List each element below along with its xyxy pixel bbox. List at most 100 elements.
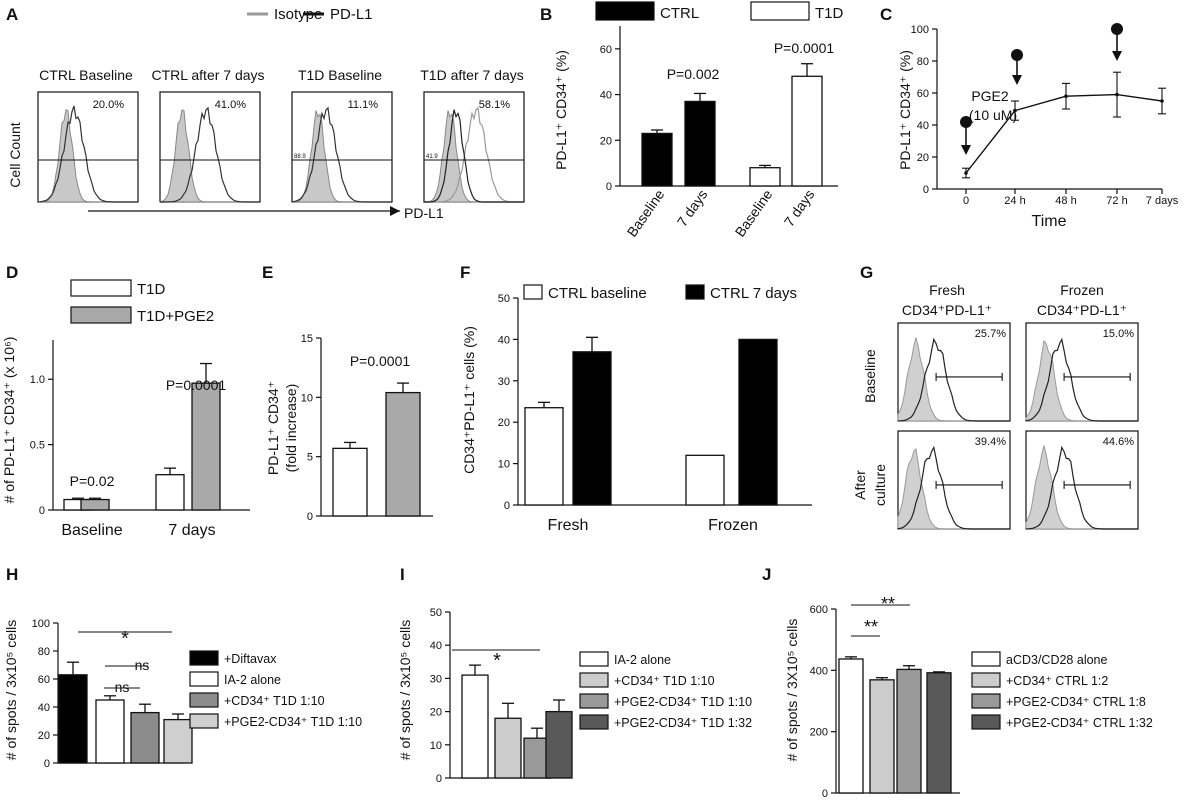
t1d-legend-swatch [70, 279, 132, 297]
panel-h-y-tick-label: 20 [38, 730, 50, 742]
panel-f-x-tick-label: Fresh [548, 517, 589, 534]
panel-h-y-tick-label: 80 [38, 646, 50, 658]
pdl1-histogram [424, 106, 524, 203]
pdl1-histogram [897, 337, 1010, 422]
panel-c-y-axis-label: PD-L1⁺ CD34⁺ (%) [897, 50, 913, 170]
histogram-title: T1D after 7 days [420, 67, 524, 83]
panel-j-legend-label: +CD34⁺ CTRL 1:2 [1006, 674, 1108, 688]
panel-h-legend-swatch [189, 713, 219, 729]
panel-e-y-tick-label: 5 [307, 452, 313, 464]
panel-f-y-axis-label: CD34⁺PD-L1⁺ cells (%) [461, 326, 477, 474]
pge2-annotation: (10 uM) [969, 107, 1017, 123]
gate-percent: 41.0% [215, 99, 246, 111]
panel-c-y-tick-label: 20 [917, 152, 929, 164]
cell-count-axis-label: Cell Count [7, 122, 23, 187]
panel-h-y-tick-label: 60 [38, 674, 50, 686]
panel-h-legend-swatch [189, 671, 219, 687]
t1d-pge2-legend-swatch [70, 306, 132, 324]
panel-j-legend-label: aCD3/CD28 alone [1006, 653, 1107, 667]
gate-percent: 20.0% [93, 99, 124, 111]
panel-j-bar [926, 672, 952, 794]
panel-i-bar [545, 710, 573, 779]
panel-h-legend-label: IA-2 alone [224, 673, 281, 687]
t1d-legend-swatch [750, 1, 810, 21]
panel-e-y-tick-label: 15 [301, 333, 313, 345]
panel-e-y-axis-label: (fold increase) [283, 384, 299, 473]
panel-d-y-tick-label: 0.5 [30, 440, 45, 452]
panel-e-y-tick-label: 10 [301, 392, 313, 404]
ctrl-baseline-legend-label: CTRL baseline [548, 285, 647, 302]
panel-label-g: G [860, 263, 873, 282]
panel-e-y-tick-label: 0 [307, 511, 313, 523]
panel-b-x-tick-label: 7 days [674, 187, 711, 230]
panel-h-y-tick-label: 100 [32, 618, 50, 630]
panel-f-y-tick-label: 40 [498, 334, 510, 346]
panel-b-x-tick-label: Baseline [624, 186, 668, 239]
frozen-column-title: Frozen [1060, 282, 1104, 298]
panel-h-y-tick-label: 40 [38, 702, 50, 714]
pdl1-histogram [291, 106, 392, 203]
sig-marker: * [121, 628, 129, 650]
panel-h-bar [163, 718, 193, 764]
panel-j-y-tick-label: 600 [810, 604, 828, 616]
panel-b-y-tick-label: 60 [600, 44, 612, 56]
panel-f-y-tick-label: 30 [498, 376, 510, 388]
ctrl-baseline-legend-swatch [523, 284, 543, 300]
panel-label-a: A [6, 5, 18, 24]
panel-i-legend-swatch [579, 651, 609, 667]
panel-b-bar [749, 167, 781, 187]
panel-c-x-axis-label: Time [1032, 213, 1067, 230]
panel-b-x-tick-label: Baseline [732, 186, 776, 239]
panel-j-legend-swatch [971, 714, 1001, 730]
ctrl-7days-legend-swatch [685, 284, 705, 300]
pdl1-histogram [424, 109, 524, 203]
panel-c-y-tick-label: 0 [923, 184, 929, 196]
panel-h-bar [130, 711, 160, 764]
t1d-legend-label: T1D [815, 5, 844, 22]
panel-b-pvalue: P=0.0001 [774, 40, 835, 56]
panel-j-bar [869, 679, 895, 794]
panel-h-legend-label: +CD34⁺ T1D 1:10 [224, 694, 325, 708]
panel-b-pvalue: P=0.002 [667, 66, 720, 82]
panel-e-pvalue: P=0.0001 [350, 353, 411, 369]
panel-h-legend-label: +Diftavax [224, 652, 277, 666]
sig-marker: ** [881, 594, 895, 614]
gate-value: 41.9 [426, 154, 438, 160]
panel-c-x-tick-label: 0 [963, 195, 969, 207]
panel-b-bar [684, 100, 716, 187]
panel-i-y-tick-label: 30 [430, 673, 442, 685]
panel-i-legend-swatch [579, 672, 609, 688]
panel-f-x-tick-label: Frozen [708, 517, 758, 534]
panel-c-point [1160, 99, 1164, 103]
gate-percent: 58.1% [479, 99, 510, 111]
ctrl-7days-legend-label: CTRL 7 days [710, 285, 797, 302]
sig-marker: ns [135, 657, 150, 673]
gate-percent: 44.6% [1103, 436, 1134, 448]
panel-f-y-tick-label: 0 [504, 500, 510, 512]
panel-i-legend-swatch [579, 714, 609, 730]
panel-c-point [1013, 108, 1017, 113]
panel-j-y-tick-label: 0 [822, 788, 828, 800]
sig-marker: ns [115, 679, 130, 695]
fresh-column-title: Fresh [929, 282, 965, 298]
gate-percent: 39.4% [975, 436, 1006, 448]
t1d-pge2-legend-label: T1D+PGE2 [137, 308, 214, 325]
histogram-title: CTRL Baseline [39, 67, 133, 83]
panel-h-y-tick-label: 0 [44, 758, 50, 770]
pge2-annotation: PGE2 [971, 88, 1009, 104]
gate-percent: 11.1% [348, 99, 379, 111]
panel-e-bar [385, 391, 421, 517]
panel-d-y-axis-label: # of PD-L1⁺ CD34⁺ (x 10⁶) [1, 337, 17, 504]
panel-c-x-tick-label: 7 days [1146, 195, 1179, 207]
panel-i-bar [494, 717, 522, 779]
panel-b-bar [791, 75, 823, 187]
panel-i-legend-label: IA-2 alone [614, 653, 671, 667]
panel-f-bar [738, 338, 778, 506]
panel-d-bar [191, 382, 221, 511]
panel-h-y-axis-label: # of spots / 3x10⁵ cells [3, 620, 19, 760]
frozen-column-subtitle: CD34⁺PD-L1⁺ [1037, 302, 1127, 318]
after-culture-row-title: After [852, 470, 868, 500]
panel-d-x-tick-label: 7 days [168, 522, 215, 539]
pdl1-histogram [37, 105, 138, 203]
panel-i-y-axis-label: # of spots / 3x10⁵ cells [397, 620, 413, 760]
